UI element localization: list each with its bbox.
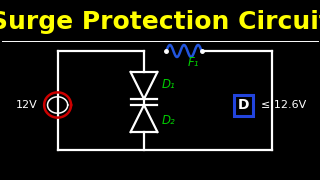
Text: ≤ 12.6V: ≤ 12.6V [260,100,306,110]
Text: 12V: 12V [16,100,37,110]
FancyBboxPatch shape [234,94,253,116]
Text: D₂: D₂ [162,114,175,127]
Text: D: D [237,98,249,112]
Text: Surge Protection Circuit: Surge Protection Circuit [0,10,320,35]
Text: D₁: D₁ [162,78,175,91]
Text: F₁: F₁ [188,57,199,69]
